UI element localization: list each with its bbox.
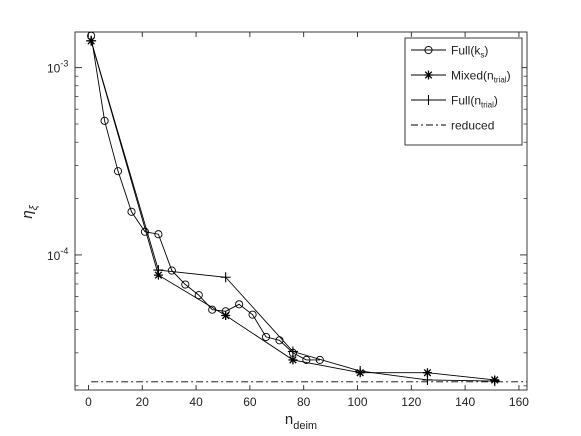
series-0-point-2 bbox=[113, 167, 123, 176]
series-2-point-4 bbox=[355, 365, 366, 376]
x-tick-label-8: 160 bbox=[509, 395, 529, 409]
x-tick-label-0: 0 bbox=[85, 395, 92, 409]
series-0-point-8-circle bbox=[194, 291, 203, 300]
series-0-point-13-circle bbox=[261, 332, 271, 341]
series-0-point-8 bbox=[194, 291, 203, 300]
series-layer bbox=[86, 31, 527, 387]
ticks-layer: 0 20 40 60 80 100 120 140 160 10-4 10-3 bbox=[47, 32, 529, 409]
series-2-point-5 bbox=[422, 374, 433, 385]
legend-marker-0-circle bbox=[424, 45, 433, 55]
series-2-point-0 bbox=[86, 35, 97, 46]
x-tick-label-4: 80 bbox=[297, 395, 311, 409]
legend-marker-1-star bbox=[424, 70, 433, 80]
series-0-point-7-circle bbox=[181, 280, 190, 289]
series-0-point-11-circle bbox=[235, 300, 244, 309]
x-tick-label-5: 100 bbox=[347, 395, 367, 409]
series-1-point-5-star bbox=[422, 368, 432, 378]
series-2-point-3-plus bbox=[287, 346, 298, 357]
series-2-point-3 bbox=[287, 346, 298, 357]
series-0-point-1-circle bbox=[100, 116, 109, 125]
series-1-point-2-star bbox=[221, 310, 231, 320]
y-axis-label: ηξ bbox=[19, 204, 40, 218]
x-tick-label-2: 40 bbox=[189, 395, 203, 409]
legend-entry-1: Mixed(ntrial) bbox=[411, 69, 511, 85]
series-1-point-3 bbox=[288, 355, 298, 365]
legend-marker-2 bbox=[423, 95, 434, 105]
series-line-0 bbox=[90, 35, 320, 361]
series-2-point-4-plus bbox=[355, 365, 366, 376]
x-tick-label-6: 120 bbox=[401, 395, 421, 409]
legend-marker-0 bbox=[424, 45, 433, 55]
series-2-point-6-plus bbox=[489, 376, 500, 387]
series-0-point-11 bbox=[235, 300, 244, 309]
series-2-point-2-plus bbox=[220, 272, 231, 283]
series-0-point-12 bbox=[248, 310, 257, 319]
legend-marker-1 bbox=[424, 70, 433, 80]
series-0-point-5-circle bbox=[154, 230, 163, 239]
x-axis-label: ndeim bbox=[285, 411, 317, 432]
series-2-point-2 bbox=[220, 272, 231, 283]
legend-marker-2-plus bbox=[423, 95, 434, 105]
y-tick-label-1: 10-3 bbox=[47, 59, 68, 76]
series-1-point-5 bbox=[422, 368, 432, 378]
series-0-point-1 bbox=[100, 116, 109, 125]
series-0-point-16 bbox=[302, 355, 311, 364]
x-tick-label-3: 60 bbox=[243, 395, 257, 409]
series-0-point-7 bbox=[181, 280, 190, 289]
series-1-point-1 bbox=[153, 270, 163, 280]
y-tick-label-0: 10-4 bbox=[47, 246, 68, 263]
legend: Full(ks) Mixed(ntrial) Full(ntrial) reduced bbox=[404, 37, 523, 146]
legend-box bbox=[404, 37, 523, 146]
series-1-point-2 bbox=[221, 310, 231, 320]
series-0-point-3-circle bbox=[127, 207, 136, 216]
series-0-point-2-circle bbox=[113, 167, 123, 176]
series-0-point-6-circle bbox=[167, 266, 176, 275]
x-tick-label-7: 140 bbox=[455, 395, 475, 409]
legend-label-3: reduced bbox=[451, 119, 494, 133]
series-2-point-0-plus bbox=[86, 35, 97, 46]
series-1-point-3-star bbox=[288, 355, 298, 365]
series-0-point-12-circle bbox=[248, 310, 257, 319]
series-0-point-6 bbox=[167, 266, 176, 275]
legend-label-0: Full(ks) bbox=[451, 44, 488, 60]
series-2-point-5-plus bbox=[422, 374, 433, 385]
legend-entry-2: Full(ntrial) bbox=[411, 94, 498, 110]
series-2-point-1 bbox=[153, 265, 164, 276]
x-tick-label-1: 20 bbox=[136, 395, 150, 409]
series-2 bbox=[86, 35, 500, 387]
series-0-point-16-circle bbox=[302, 355, 311, 364]
legend-entry-3: reduced bbox=[411, 119, 494, 133]
series-0-point-5 bbox=[154, 230, 163, 239]
legend-entry-0: Full(ks) bbox=[411, 44, 488, 60]
series-1-point-1-star bbox=[153, 270, 163, 280]
series-2-point-6 bbox=[489, 376, 500, 387]
series-2-point-1-plus bbox=[153, 265, 164, 276]
series-0-point-3 bbox=[127, 207, 136, 216]
legend-label-1: Mixed(ntrial) bbox=[451, 69, 511, 85]
legend-label-2: Full(ntrial) bbox=[451, 94, 498, 110]
series-0-point-13 bbox=[261, 332, 271, 341]
